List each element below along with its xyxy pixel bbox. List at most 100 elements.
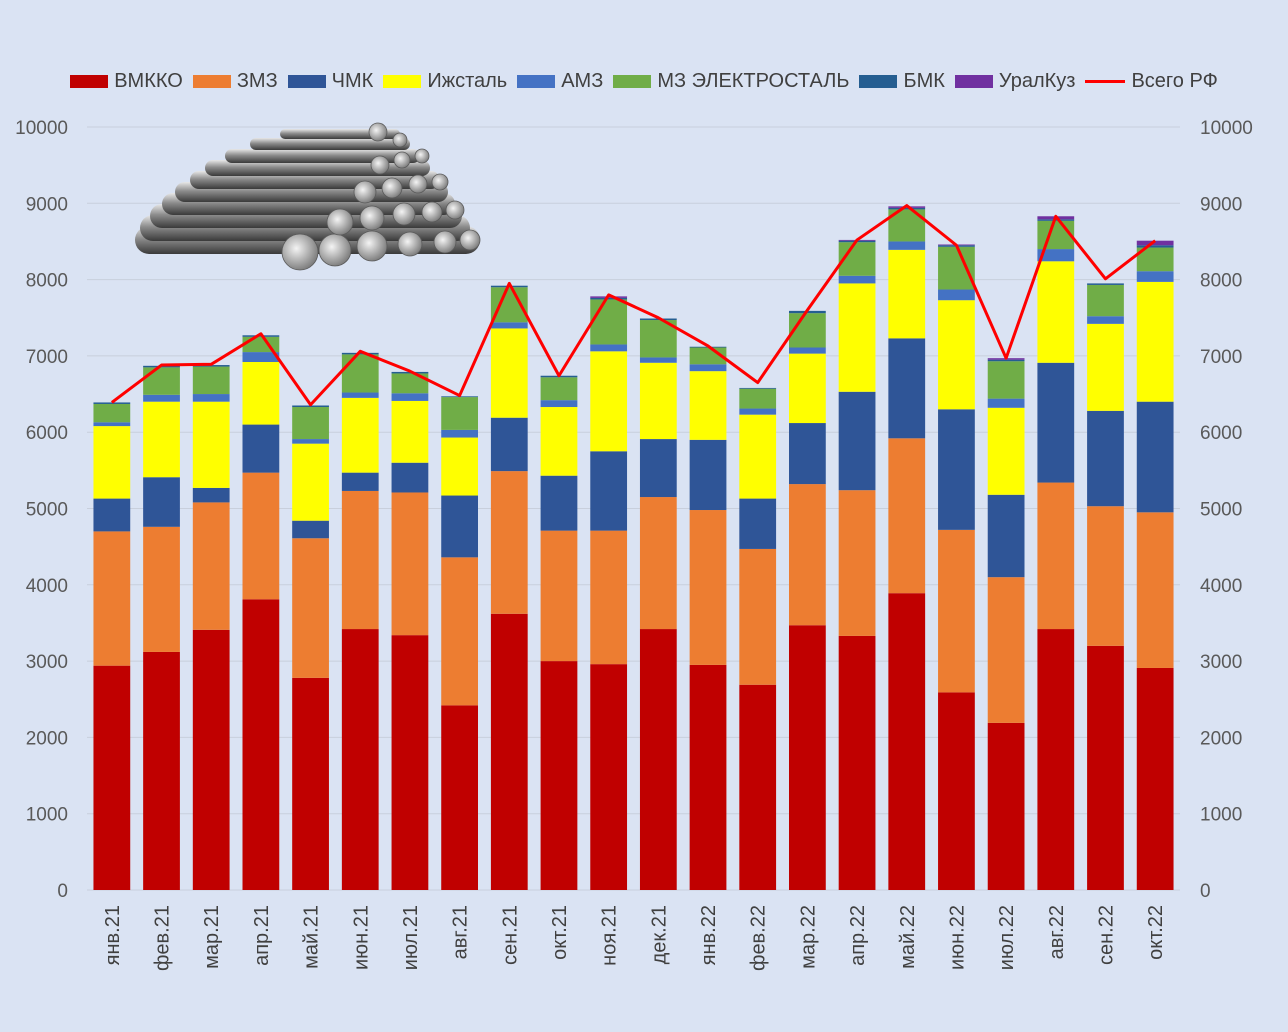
bar-segment xyxy=(490,417,528,472)
bar-segment xyxy=(93,403,131,423)
y-tick-left: 6000 xyxy=(26,423,68,444)
bar-segment xyxy=(1136,240,1174,246)
rod-end xyxy=(459,229,481,251)
x-tick-label: апр.21 xyxy=(251,905,273,966)
x-tick-label: июн.21 xyxy=(350,905,372,970)
bar-segment xyxy=(888,249,926,339)
legend-item: Ижсталь xyxy=(383,70,507,93)
bar-segment xyxy=(1087,283,1124,285)
bar-segment xyxy=(1037,629,1075,890)
bar-segment xyxy=(192,502,230,630)
bar-segment xyxy=(143,394,180,402)
y-tick-left: 1000 xyxy=(26,805,68,826)
y-axis-left: 0 1000 2000 3000 4000 5000 6000 7000 8000 9000 100… xyxy=(15,118,68,902)
bar-segment xyxy=(1136,245,1174,248)
x-tick-label: дек.21 xyxy=(648,905,670,964)
bar-segment xyxy=(987,361,1025,399)
bar-segment xyxy=(391,400,429,463)
bar-segment xyxy=(93,498,131,532)
bar-segment xyxy=(490,328,528,418)
bar-segment xyxy=(490,322,528,329)
bar-segment xyxy=(341,629,379,890)
bar-segment xyxy=(540,377,578,401)
x-axis: янв.21 фев.21 мар.21 апр.21 май.21 июн.21 июл.… xyxy=(102,905,1167,971)
bar-segment xyxy=(590,297,628,300)
bar-segment xyxy=(192,365,230,367)
rod xyxy=(250,138,410,150)
bar-segment xyxy=(540,475,578,531)
bar-segment xyxy=(838,635,876,890)
legend-label: БМК xyxy=(903,69,945,92)
rod-end xyxy=(359,205,385,231)
y-tick-left: 8000 xyxy=(26,271,68,292)
legend-label: ЗМЗ xyxy=(236,69,278,92)
bar-segment xyxy=(1136,247,1174,272)
bar-segment xyxy=(192,394,230,402)
rod xyxy=(225,149,420,163)
bar-segment xyxy=(1037,261,1075,363)
rod-end xyxy=(370,155,390,175)
y-tick-right: 7000 xyxy=(1200,347,1242,368)
bar-segment xyxy=(739,388,777,409)
bar-segment xyxy=(838,275,876,284)
bar-segment xyxy=(441,557,478,706)
bar-segment xyxy=(689,371,727,440)
rod-end xyxy=(368,122,388,142)
bar-segment xyxy=(739,387,777,389)
x-tick-label: мар.21 xyxy=(201,905,223,969)
legend-label: Ижсталь xyxy=(427,69,508,92)
y-tick-left: 7000 xyxy=(26,347,68,368)
y-tick-right: 6000 xyxy=(1200,423,1242,444)
bar-segment xyxy=(838,283,876,392)
bar-segment xyxy=(888,338,926,439)
bar-segment xyxy=(441,495,478,558)
x-tick-label: июл.22 xyxy=(996,905,1018,970)
x-tick-label: янв.21 xyxy=(102,905,124,965)
bar-segment xyxy=(838,391,876,491)
bar-segment xyxy=(1087,506,1124,646)
bar-segment xyxy=(838,490,876,636)
rod-end xyxy=(433,230,457,254)
bar-segment xyxy=(391,373,429,394)
bar-segment xyxy=(341,354,379,393)
bar-segment xyxy=(540,407,578,476)
bar-segment xyxy=(590,344,628,352)
bar-segment xyxy=(242,424,280,473)
bar-segment xyxy=(441,397,478,430)
bar-segment xyxy=(789,625,826,890)
bar-segment xyxy=(391,635,429,890)
y-axis-right: 0 1000 2000 3000 4000 5000 6000 7000 8000 9000 100… xyxy=(1200,118,1253,902)
bar-segment xyxy=(143,401,180,478)
bar-segment xyxy=(391,462,429,493)
bar-segment xyxy=(639,439,677,498)
y-tick-left: 10000 xyxy=(15,118,68,139)
bar-segment xyxy=(441,429,478,438)
rod-end xyxy=(381,177,403,199)
bar-segment xyxy=(1136,512,1174,668)
bar-segment xyxy=(1037,249,1075,262)
bar-segment xyxy=(590,299,628,345)
bar-segment xyxy=(639,629,677,890)
bar-segment xyxy=(938,529,975,693)
bar-segment xyxy=(93,531,131,666)
bar-segment xyxy=(739,414,777,499)
bar-segment xyxy=(987,398,1025,408)
x-tick-label: янв.22 xyxy=(698,905,720,965)
bar-segment xyxy=(192,629,230,890)
legend-swatch xyxy=(287,74,326,88)
bar-segment xyxy=(242,362,280,425)
bar-segment xyxy=(938,289,975,301)
rod-end xyxy=(356,230,388,262)
bar-segment xyxy=(540,400,578,408)
bar-segment xyxy=(987,722,1025,890)
bar-segment xyxy=(789,423,826,485)
bar-segment xyxy=(739,684,777,890)
legend-swatch xyxy=(613,74,652,88)
bar-segment xyxy=(292,538,329,678)
bar-segment xyxy=(1136,281,1174,402)
bar-segment xyxy=(1037,482,1075,630)
x-tick-label: мар.22 xyxy=(797,905,819,969)
legend-item: ЗМЗ xyxy=(192,69,278,93)
bar-segment xyxy=(689,664,727,890)
bar-segment xyxy=(987,407,1025,495)
